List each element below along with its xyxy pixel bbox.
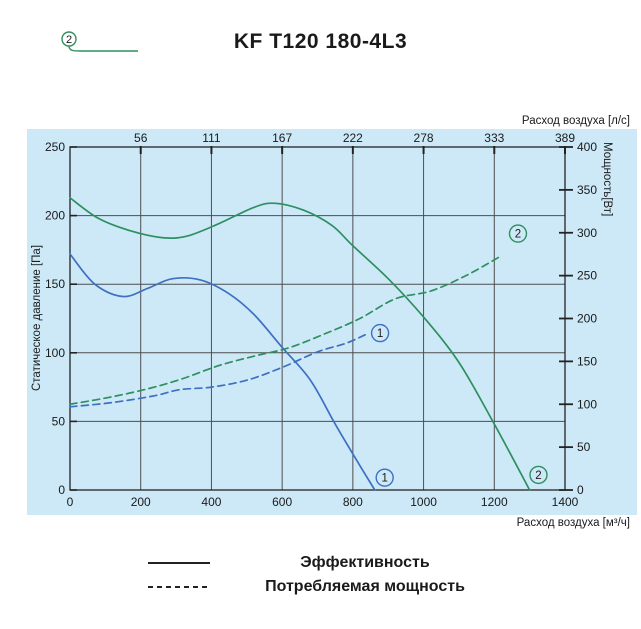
right-axis-tick-label: 350 — [577, 183, 597, 197]
power-curve-2 — [69, 255, 501, 406]
bottom-axis-tick-label: 0 — [67, 495, 74, 509]
right-axis-tick-label: 400 — [577, 140, 597, 154]
left-axis-tick-label: 50 — [52, 414, 66, 428]
header-curve-badge: 2 — [61, 31, 138, 52]
legend-item-power: Потребляемая мощность — [0, 575, 641, 599]
curve-marker-number-2: 2 — [515, 229, 521, 241]
bottom-axis-title: Расход воздуха [м³/ч] — [517, 517, 630, 529]
curve-marker-circle-1 — [370, 323, 390, 343]
top-axis-tick-label: 167 — [272, 131, 292, 145]
power-curve-1 — [69, 333, 367, 408]
top-axis-tick-label: 333 — [484, 131, 504, 145]
top-axis-tick-label: 111 — [202, 131, 221, 145]
right-axis-tick-label: 300 — [577, 226, 597, 240]
curve-sample-line — [68, 45, 138, 52]
legend-label-power: Потребляемая мощность — [265, 578, 465, 595]
curve-badge-number: 2 — [66, 34, 72, 46]
pressure-curve-1 — [69, 253, 376, 491]
right-axis-tick-label: 100 — [577, 397, 597, 411]
left-axis-tick-label: 250 — [45, 140, 65, 154]
curve-marker-circle-1 — [375, 468, 394, 487]
legend-dashed-line-sample — [148, 586, 210, 588]
top-axis-title: Расход воздуха [л/с] — [522, 115, 630, 127]
left-axis-tick-label: 100 — [45, 346, 65, 360]
curve-marker-number-1: 1 — [381, 473, 387, 485]
top-axis-tick-label: 278 — [414, 131, 434, 145]
top-axis-tick-label: 56 — [134, 131, 148, 145]
left-axis-title: Статическое давление [Па] — [31, 245, 43, 391]
bottom-axis-tick-label: 600 — [272, 495, 292, 509]
legend-item-efficiency: Эффективность — [0, 551, 641, 575]
curve-marker-number-1: 1 — [377, 328, 383, 340]
left-axis-tick-label: 150 — [45, 277, 65, 291]
chart-background — [27, 129, 637, 515]
bottom-axis-tick-label: 400 — [201, 495, 221, 509]
right-axis-title: Мощность[Вт] — [601, 142, 613, 216]
fan-performance-chart: Расход воздуха [л/с] Расход воздуха [м³/… — [27, 115, 637, 529]
top-axis-tick-label: 389 — [555, 131, 575, 145]
left-axis-tick-label: 200 — [45, 209, 65, 223]
right-axis-tick-label: 50 — [577, 440, 591, 454]
pressure-curve-2 — [69, 196, 531, 491]
bottom-axis-tick-label: 1000 — [410, 495, 437, 509]
curve-number-markers: 1 1 2 2 — [370, 224, 548, 487]
curve-marker-circle-2 — [529, 465, 548, 485]
right-axis-tick-label: 0 — [577, 483, 584, 497]
curves — [69, 196, 531, 491]
left-axis-tick-label: 0 — [58, 483, 65, 497]
bottom-axis-tick-label: 1200 — [481, 495, 508, 509]
top-axis-tick-label: 222 — [343, 131, 363, 145]
legend-solid-line-sample — [148, 562, 210, 564]
legend-label-efficiency: Эффективность — [300, 554, 430, 571]
right-axis-tick-label: 200 — [577, 312, 597, 326]
page-title: KF T120 180-4L3 — [233, 30, 408, 53]
curve-badge-circle — [61, 31, 77, 47]
curve-marker-circle-2 — [508, 224, 528, 243]
right-axis-tick-label: 250 — [577, 269, 597, 283]
curve-marker-number-2: 2 — [535, 470, 541, 482]
bottom-axis-tick-label: 800 — [343, 495, 363, 509]
right-axis-tick-label: 150 — [577, 354, 597, 368]
legend: Эффективность Потребляемая мощность — [0, 551, 641, 599]
bottom-axis-tick-label: 1400 — [552, 495, 579, 509]
bottom-axis-tick-label: 200 — [131, 495, 151, 509]
